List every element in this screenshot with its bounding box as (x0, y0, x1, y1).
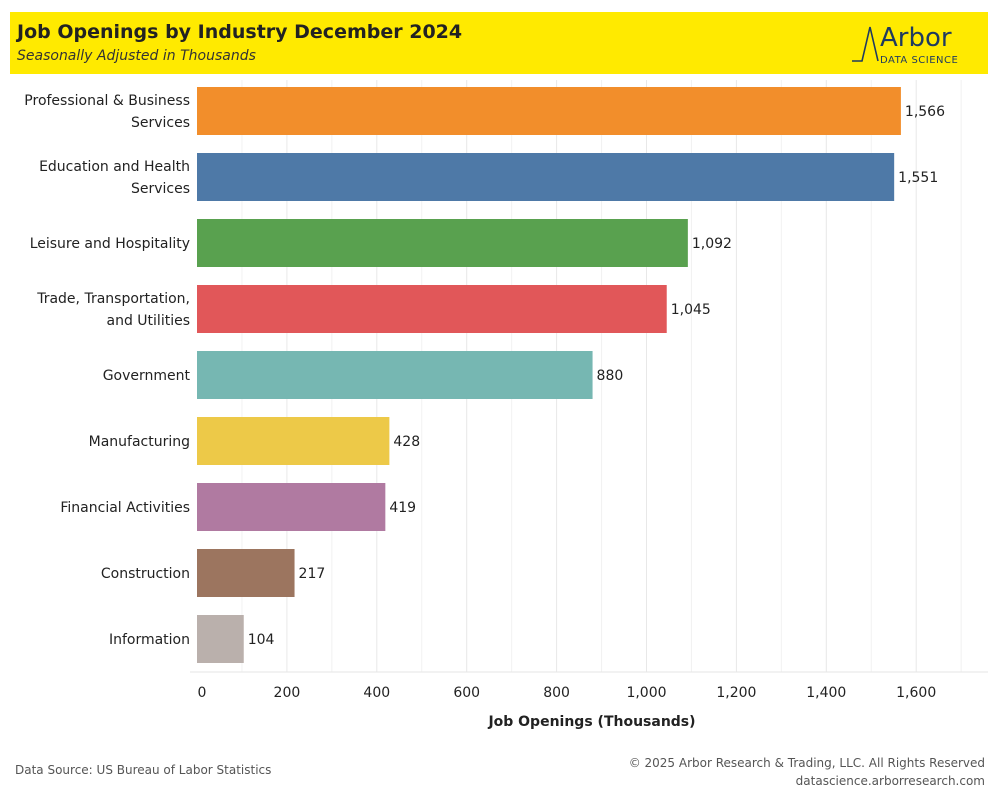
value-label: 1,551 (898, 170, 938, 186)
x-tick-label: 200 (274, 685, 301, 701)
category-label: Trade, Transportation, and Utilities (36, 291, 190, 329)
logo-mark-icon (852, 26, 879, 62)
category-label: Financial Activities (60, 500, 190, 516)
category-label: Professional & Business Services (24, 93, 190, 131)
x-tick-label: 600 (453, 685, 480, 701)
x-axis-label: Job Openings (Thousands) (487, 714, 695, 730)
bar[interactable] (197, 615, 244, 663)
x-tick-label: 1,000 (626, 685, 666, 701)
logo-text: Arbor (880, 23, 952, 53)
chart-area: Professional & Business Services Education… (0, 80, 1000, 740)
value-label: 217 (299, 566, 326, 582)
footer-credits: © 2025 Arbor Research & Trading, LLC. Al… (629, 754, 985, 790)
bar[interactable] (197, 153, 895, 201)
bar-chart: Professional & Business Services Education… (24, 80, 988, 730)
bars (197, 87, 901, 663)
x-tick-label: 1,200 (716, 685, 756, 701)
value-label: 419 (389, 500, 416, 516)
bar[interactable] (197, 351, 593, 399)
website-url[interactable]: datascience.arborresearch.com (795, 774, 985, 788)
category-label: Information (109, 632, 190, 648)
value-label: 104 (248, 632, 275, 648)
value-label: 880 (597, 368, 624, 384)
chart-header: Job Openings by Industry December 2024 S… (10, 12, 988, 74)
category-label: Leisure and Hospitality (30, 236, 190, 252)
value-label: 428 (393, 434, 420, 450)
chart-subtitle: Seasonally Adjusted in Thousands (17, 48, 256, 64)
bar[interactable] (197, 483, 386, 531)
bar[interactable] (197, 219, 688, 267)
value-label: 1,045 (671, 302, 711, 318)
x-tick-label: 1,400 (806, 685, 846, 701)
data-source-note: Data Source: US Bureau of Labor Statisti… (15, 763, 272, 777)
bar[interactable] (197, 87, 901, 135)
arbor-logo: Arbor DATA SCIENCE (852, 21, 972, 69)
x-tick-label: 1,600 (896, 685, 936, 701)
chart-title: Job Openings by Industry December 2024 (17, 21, 463, 43)
logo-subtext: DATA SCIENCE (880, 55, 959, 66)
x-tick-label: 400 (363, 685, 390, 701)
category-label: Government (103, 368, 191, 384)
bar[interactable] (197, 417, 390, 465)
category-label: Education and Health Services (39, 159, 190, 197)
copyright-text: © 2025 Arbor Research & Trading, LLC. Al… (628, 756, 985, 770)
category-labels: Professional & Business Services Education… (24, 93, 190, 648)
value-labels: 1,566 1,551 1,092 1,045 880 428 419 217 104 (248, 104, 945, 648)
x-axis-ticks: 0 200 400 600 800 1,000 1,200 1,400 1,600 (190, 671, 988, 701)
bar[interactable] (197, 549, 295, 597)
category-label: Construction (101, 566, 190, 582)
category-label: Manufacturing (89, 434, 190, 450)
value-label: 1,092 (692, 236, 732, 252)
x-tick-label: 0 (198, 685, 207, 701)
x-tick-label: 800 (543, 685, 570, 701)
bar[interactable] (197, 285, 667, 333)
value-label: 1,566 (905, 104, 945, 120)
